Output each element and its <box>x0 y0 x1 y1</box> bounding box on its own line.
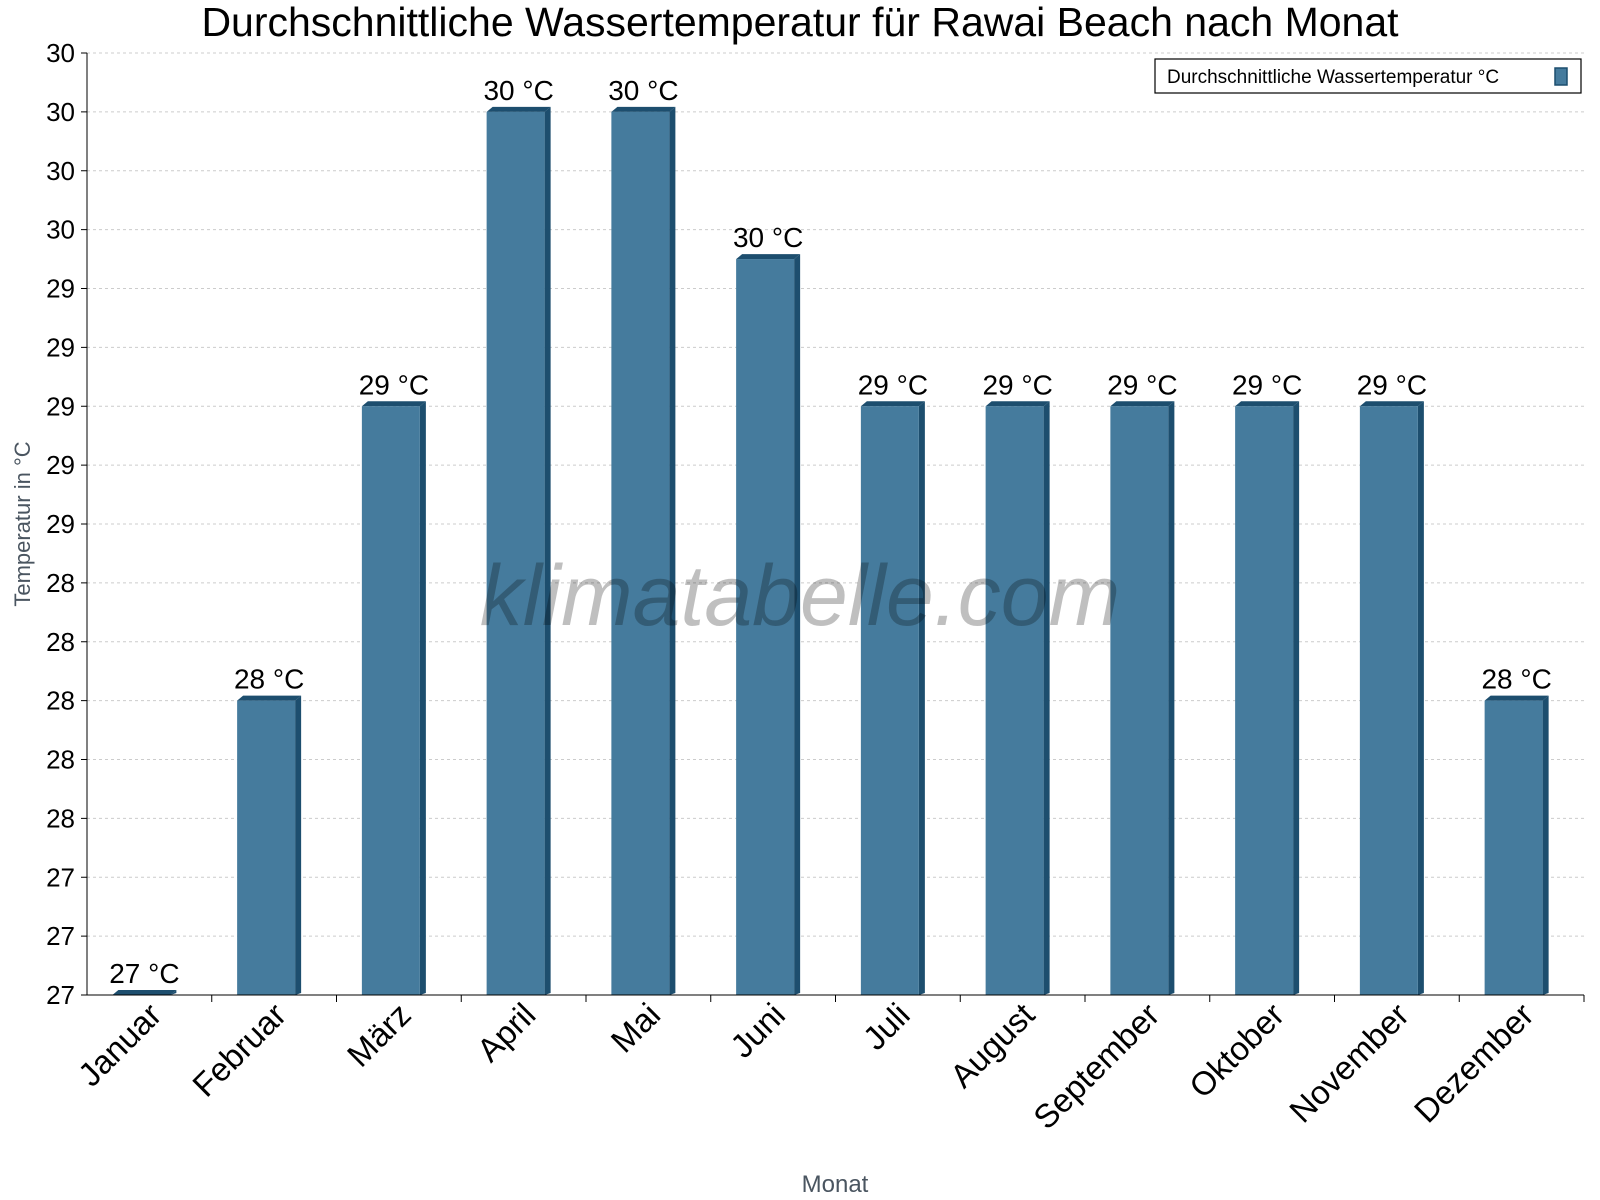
bar <box>486 111 545 995</box>
y-tick-label: 30 <box>46 156 75 186</box>
y-tick-label: 27 <box>46 862 75 892</box>
bar <box>860 406 919 995</box>
bar-top <box>237 695 302 701</box>
bar <box>1484 700 1543 995</box>
bar-side <box>419 401 426 995</box>
x-axis-label: Monat <box>802 1171 869 1198</box>
bar-top <box>486 106 551 112</box>
y-tick-label: 29 <box>46 509 75 539</box>
bar-dezember: 28 °C <box>1481 664 1552 995</box>
chart-title: Durchschnittliche Wassertemperatur für R… <box>201 0 1399 45</box>
bar <box>1110 406 1169 995</box>
bar-oktober: 29 °C <box>1232 369 1302 995</box>
data-label: 27 °C <box>109 958 179 989</box>
bar-side <box>1168 401 1175 995</box>
bar <box>985 406 1044 995</box>
bar-top <box>611 106 676 112</box>
bar-side <box>1542 695 1549 995</box>
bar-august: 29 °C <box>982 369 1053 995</box>
bar-top <box>1110 401 1175 407</box>
y-tick-label: 28 <box>46 745 75 775</box>
y-tick-label: 30 <box>46 38 75 68</box>
bar-side <box>794 254 801 995</box>
data-label: 30 °C <box>608 75 678 106</box>
bar-februar: 28 °C <box>234 664 304 995</box>
bar-juli: 29 °C <box>858 369 928 995</box>
watermark: klimatabelle.com <box>480 548 1120 644</box>
bar-side <box>1417 401 1424 995</box>
legend-swatch <box>1554 67 1568 86</box>
bar-side <box>1043 401 1050 995</box>
bar-september: 29 °C <box>1107 369 1178 995</box>
x-tick-label: November <box>1282 996 1416 1130</box>
bar-märz: 29 °C <box>359 369 429 995</box>
x-tick-label: Juni <box>723 996 792 1065</box>
bar <box>237 700 296 995</box>
y-tick-label: 28 <box>46 686 75 716</box>
x-tick-label: August <box>943 996 1042 1095</box>
bar-top <box>985 401 1050 407</box>
bar <box>361 406 420 995</box>
x-tick-label: Mai <box>604 996 668 1060</box>
bar-juni: 30 °C <box>733 222 803 995</box>
legend: Durchschnittliche Wassertemperatur °C <box>1154 58 1582 94</box>
data-label: 29 °C <box>858 369 928 400</box>
bar-side <box>295 695 302 995</box>
data-label: 29 °C <box>1107 369 1177 400</box>
bar-april: 30 °C <box>483 75 554 995</box>
y-tick-label: 29 <box>46 391 75 421</box>
x-tick-label: Oktober <box>1182 996 1291 1105</box>
bar-top <box>361 401 426 407</box>
x-tick-label: Januar <box>71 996 169 1094</box>
bar-side <box>669 106 676 995</box>
x-tick-label: April <box>470 996 543 1069</box>
bar-side <box>1293 401 1300 995</box>
x-tick-label: März <box>340 996 418 1074</box>
bar <box>611 111 670 995</box>
data-label: 29 °C <box>982 369 1052 400</box>
bar-top <box>860 401 925 407</box>
y-tick-label: 29 <box>46 274 75 304</box>
data-label: 29 °C <box>1232 369 1302 400</box>
y-tick-label: 29 <box>46 332 75 362</box>
bar <box>736 259 795 995</box>
y-tick-label: 27 <box>46 921 75 951</box>
bar-top <box>736 254 801 260</box>
y-axis-label: Temperatur in °C <box>10 441 35 606</box>
bar-side <box>544 106 551 995</box>
bar <box>1359 406 1418 995</box>
y-tick-label: 28 <box>46 568 75 598</box>
legend-label: Durchschnittliche Wassertemperatur °C <box>1167 67 1499 88</box>
bar-side <box>918 401 925 995</box>
y-tick-label: 28 <box>46 803 75 833</box>
y-tick-label: 30 <box>46 97 75 127</box>
data-label: 28 °C <box>234 664 304 695</box>
y-tick-label: 29 <box>46 450 75 480</box>
bar-november: 29 °C <box>1357 369 1427 995</box>
data-label: 30 °C <box>733 222 803 253</box>
data-label: 29 °C <box>1357 369 1427 400</box>
bar-top <box>1359 401 1424 407</box>
bar-top <box>1484 695 1549 701</box>
bar-januar: 27 °C <box>109 958 180 995</box>
y-tick-label: 28 <box>46 627 75 657</box>
bar <box>1235 406 1294 995</box>
data-label: 28 °C <box>1481 664 1551 695</box>
y-tick-label: 30 <box>46 215 75 245</box>
x-tick-label: Februar <box>185 996 293 1104</box>
x-tick-label: September <box>1026 996 1166 1136</box>
x-tick-label: Dezember <box>1407 996 1541 1130</box>
x-tick-label: Juli <box>856 996 917 1057</box>
data-label: 29 °C <box>359 369 429 400</box>
bar-top <box>1235 401 1300 407</box>
bar-top <box>112 990 177 995</box>
bar-mai: 30 °C <box>608 75 679 995</box>
data-label: 30 °C <box>483 75 553 106</box>
y-tick-label: 27 <box>46 980 75 1010</box>
